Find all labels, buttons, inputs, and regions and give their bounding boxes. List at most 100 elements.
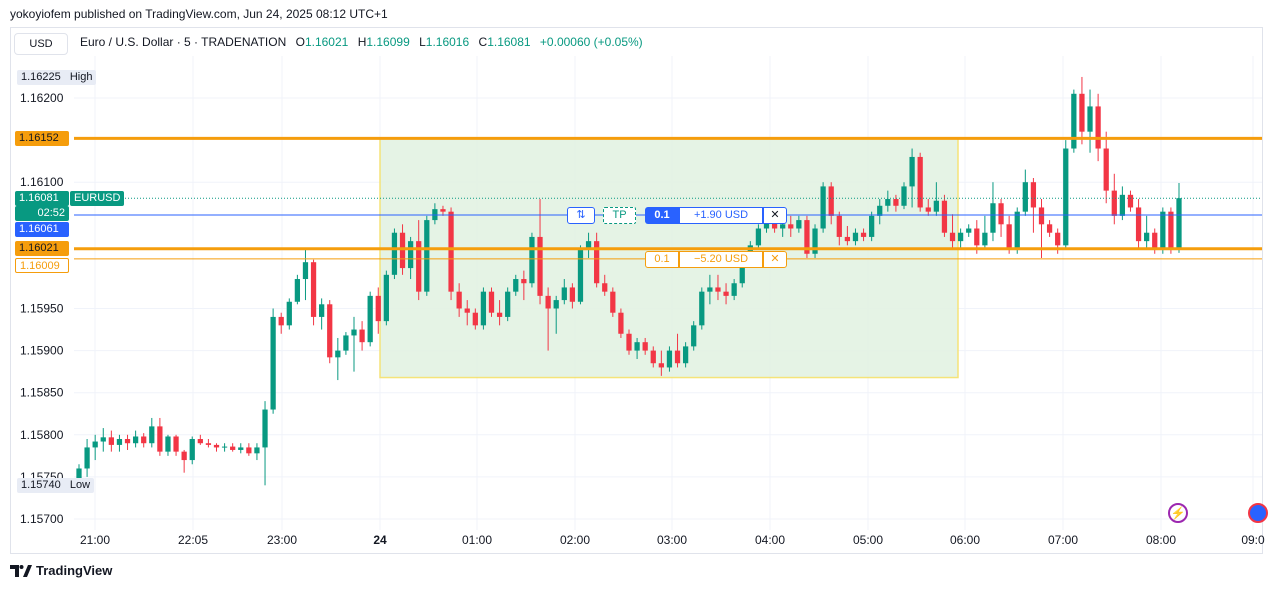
candle-body [319, 304, 325, 317]
x-tick-label: 08:00 [1146, 533, 1176, 547]
candle-body [820, 186, 826, 229]
candle-body [1087, 106, 1093, 132]
candle-body [327, 304, 333, 358]
candle-body [108, 437, 114, 445]
publisher-line: yokoyiofem published on TradingView.com,… [10, 7, 388, 21]
candle-body [1079, 93, 1085, 132]
x-tick-label: 23:00 [267, 533, 297, 547]
tp-label[interactable]: TP [603, 207, 636, 224]
candle-body [860, 232, 867, 237]
candle-body [1127, 194, 1134, 208]
candle-body [132, 436, 139, 444]
candle-body [157, 426, 163, 452]
symbol-tag: EURUSD [70, 191, 125, 206]
stop-price-tag: 1.16009 [15, 258, 69, 273]
candle-body [1152, 232, 1158, 250]
candle-body [513, 279, 519, 292]
entry-price-tag: 1.16061 [15, 222, 69, 237]
candle-body [569, 287, 576, 302]
brand-name: TradingView [36, 563, 113, 578]
candle-body [221, 446, 228, 448]
low-tag-label: Low [69, 479, 91, 491]
candle-body [917, 156, 923, 208]
candle-body [618, 312, 624, 334]
tradingview-logo: TradingView [10, 563, 112, 578]
candle-body [76, 468, 82, 485]
symbol-legend: Euro / U.S. Dollar · 5 · TRADENATION O1.… [80, 35, 649, 49]
candle-body [302, 262, 309, 280]
candle-body [92, 441, 98, 448]
x-tick-label: 01:00 [462, 533, 492, 547]
candle-body [165, 436, 171, 452]
legend-low: 1.16016 [425, 35, 470, 49]
candle-body [610, 291, 616, 313]
candle-body [521, 279, 527, 284]
candle-body [496, 312, 503, 317]
candle-body [755, 228, 762, 246]
candle-body [1071, 93, 1077, 149]
candle-body [100, 437, 106, 442]
y-tick-label: 1.15700 [20, 512, 64, 526]
y-tick-label: 1.16200 [20, 91, 64, 105]
globe-icon[interactable] [1248, 503, 1268, 523]
close-sl-icon[interactable]: ✕ [763, 251, 787, 268]
candle-body [1030, 182, 1037, 208]
close-position-icon[interactable]: ✕ [763, 207, 787, 224]
candle-body [254, 447, 260, 454]
lightning-icon[interactable]: ⚡ [1168, 503, 1188, 523]
candle-body [1135, 207, 1142, 242]
candle-body [1063, 148, 1069, 246]
candle-body [1168, 211, 1174, 250]
candle-body [1022, 182, 1028, 212]
line1-price-tag: 1.16152 [15, 131, 69, 146]
x-tick-label: 03:00 [657, 533, 687, 547]
candle-body [1014, 211, 1020, 250]
legend-high: 1.16099 [366, 35, 410, 49]
candle-body [197, 439, 203, 444]
candle-body [602, 283, 608, 292]
candle-body [472, 312, 478, 326]
candle-body [84, 447, 90, 469]
sl-qty[interactable]: 0.1 [645, 251, 679, 268]
candle-body [933, 200, 939, 212]
candle-body [828, 186, 834, 216]
candle-body [213, 444, 220, 448]
candle-body [966, 228, 972, 233]
candle-body [577, 249, 584, 302]
candle-body [310, 262, 317, 317]
candle-body [626, 333, 632, 351]
tradingview-logo-icon [10, 564, 32, 577]
candle-body [594, 241, 600, 284]
candle-body [456, 291, 462, 309]
legend-low-label: L [419, 35, 426, 49]
candle-body [399, 232, 406, 269]
candle-body [246, 447, 252, 454]
candle-body [634, 342, 640, 351]
candle-body [812, 228, 818, 254]
candle-body [715, 287, 721, 292]
candle-body [788, 224, 794, 229]
candle-body [189, 439, 195, 461]
candle-body [262, 409, 268, 448]
candle-body [480, 291, 487, 326]
legend-open: 1.16021 [304, 35, 349, 49]
legend-close-label: C [478, 35, 488, 49]
reverse-arrows-icon[interactable]: ⇅ [567, 207, 595, 224]
candle-body [286, 301, 292, 326]
candle-body [1176, 198, 1182, 249]
y-tick-label: 1.16100 [20, 175, 64, 189]
candle-body [488, 291, 495, 313]
candle-body [375, 295, 381, 322]
candle-body [294, 279, 301, 302]
candle-body [141, 436, 147, 444]
candle-body [205, 443, 212, 445]
position-qty[interactable]: 0.1 [645, 207, 679, 224]
currency-button[interactable]: USD [14, 33, 68, 55]
candle-body [682, 346, 689, 364]
candle-body [585, 241, 592, 250]
candle-body [642, 342, 648, 351]
candle-body [877, 205, 883, 216]
candle-body [666, 350, 673, 368]
legend-high-label: H [357, 35, 367, 49]
